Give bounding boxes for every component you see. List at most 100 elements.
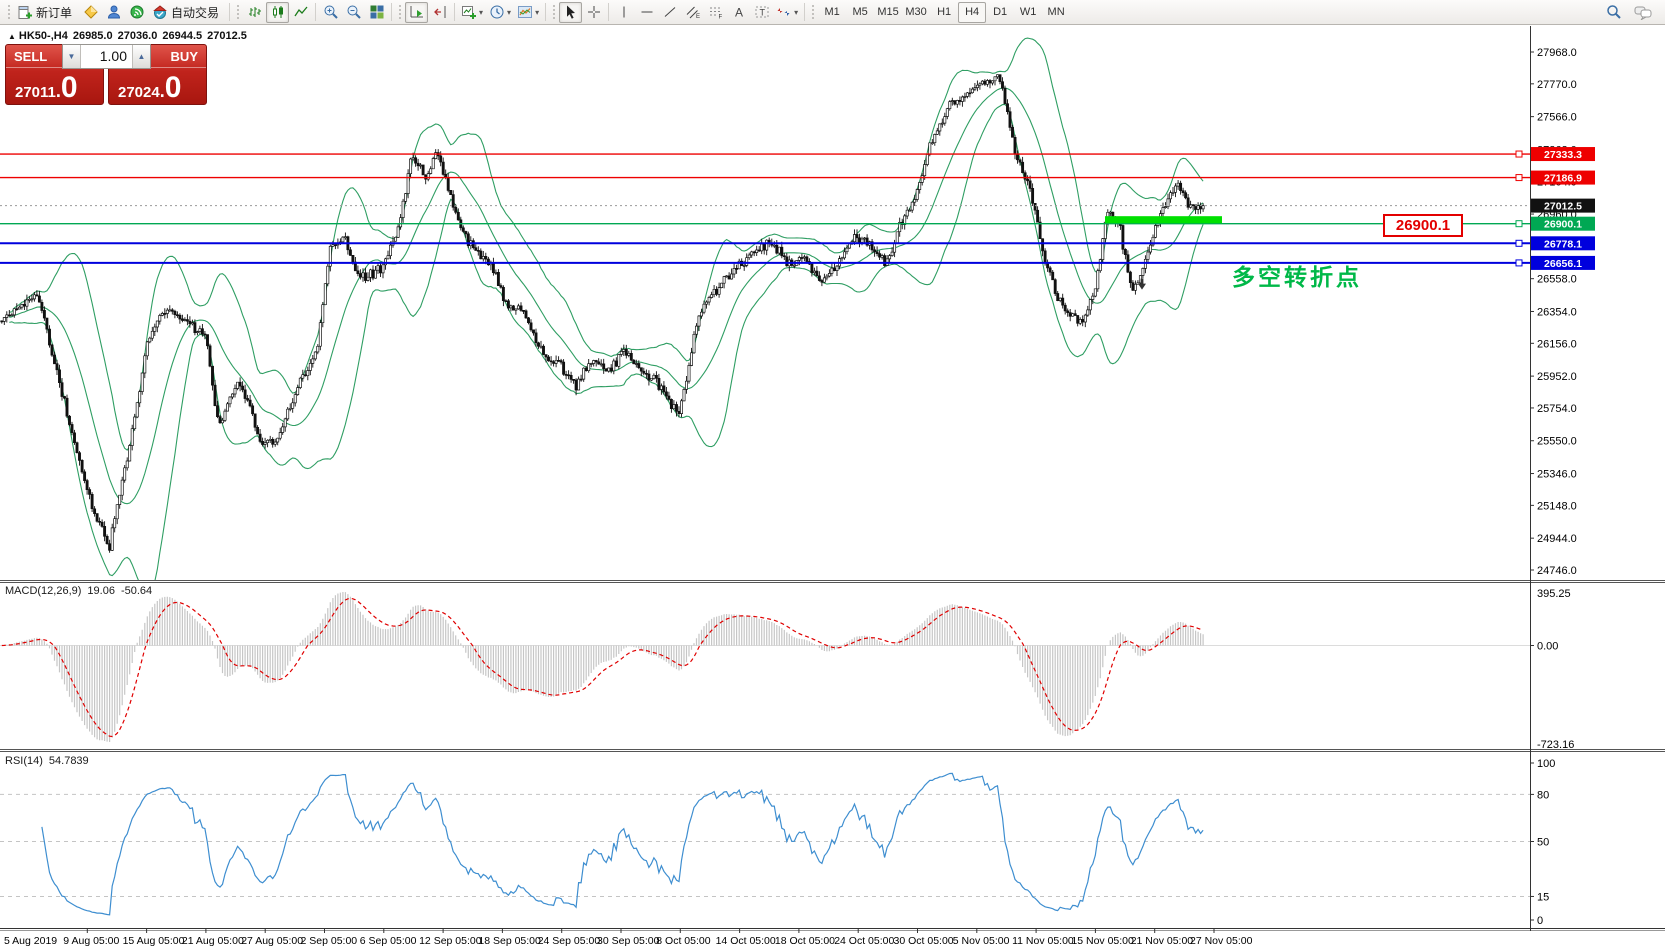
signals-icon bbox=[130, 5, 144, 19]
svg-text:24 Oct 05:00: 24 Oct 05:00 bbox=[834, 935, 894, 947]
candlestick-chart-button[interactable] bbox=[266, 1, 290, 23]
community-button[interactable] bbox=[102, 2, 125, 23]
new-order-button[interactable]: 新订单 bbox=[14, 2, 79, 23]
svg-text:26900.1: 26900.1 bbox=[1544, 219, 1582, 231]
svg-text:21 Aug 05:00: 21 Aug 05:00 bbox=[182, 935, 244, 947]
cursor-button[interactable] bbox=[559, 1, 583, 23]
timeframe-group: M1 M5 M15 M30 H1 H4 D1 W1 MN bbox=[818, 1, 1070, 23]
channel-button[interactable]: E bbox=[681, 2, 704, 23]
volume-control: ▼ 1.00 ▲ bbox=[62, 44, 151, 69]
rsi-line bbox=[41, 772, 1204, 916]
templates-icon bbox=[518, 6, 533, 18]
period-button[interactable]: ▾ bbox=[486, 2, 514, 23]
rsi-value: 54.7839 bbox=[48, 755, 89, 767]
svg-text:-723.16: -723.16 bbox=[1537, 739, 1574, 751]
text-button[interactable]: A bbox=[727, 2, 750, 23]
timeframe-button-M1[interactable]: M1 bbox=[824, 6, 840, 18]
templates-button[interactable]: ▾ bbox=[514, 2, 542, 23]
svg-text:2 Sep 05:00: 2 Sep 05:00 bbox=[301, 935, 358, 947]
svg-text:24746.0: 24746.0 bbox=[1537, 565, 1577, 577]
zoom-in-button[interactable] bbox=[319, 2, 342, 23]
fibonacci-button[interactable]: F bbox=[704, 2, 727, 23]
mql-market-button[interactable] bbox=[79, 2, 102, 23]
svg-text:100: 100 bbox=[1537, 758, 1555, 770]
toolbar-drag-handle[interactable] bbox=[7, 4, 11, 20]
toolbar-drag-handle[interactable] bbox=[398, 4, 403, 20]
main-chart-pane[interactable] bbox=[0, 37, 1205, 594]
volume-decrease-button[interactable]: ▼ bbox=[63, 45, 81, 68]
zoom-out-button[interactable] bbox=[342, 2, 365, 23]
timeframe-button-H1[interactable]: H1 bbox=[937, 6, 952, 18]
volume-value[interactable]: 1.00 bbox=[99, 48, 127, 64]
one-click-trading-panel: SELL 27011.0 BUY 27024.0 ▼ 1.00 ▲ bbox=[5, 44, 207, 105]
search-button[interactable] bbox=[1602, 2, 1625, 23]
rsi-indicator-label: RSI(14) 54.7839 bbox=[5, 755, 95, 767]
toolbar-drag-handle[interactable] bbox=[236, 4, 241, 20]
svg-text:E: E bbox=[696, 14, 700, 20]
chat-button[interactable] bbox=[1631, 2, 1655, 23]
macd-signal-value: -50.64 bbox=[120, 585, 153, 597]
hline-anchor-marker[interactable] bbox=[1515, 259, 1523, 267]
macd-pane[interactable] bbox=[0, 592, 1530, 742]
timeframe-button-H4[interactable]: H4 bbox=[958, 1, 987, 23]
svg-text:0: 0 bbox=[1537, 915, 1543, 927]
auto-scroll-button[interactable] bbox=[405, 1, 429, 23]
svg-text:24944.0: 24944.0 bbox=[1537, 533, 1577, 545]
chart-shift-button[interactable] bbox=[428, 2, 451, 23]
auto-trading-button[interactable]: 自动交易 bbox=[148, 2, 226, 23]
svg-text:26778.1: 26778.1 bbox=[1544, 238, 1582, 250]
price-callout-label[interactable]: 26900.1 bbox=[1383, 214, 1463, 237]
text-label-icon: T bbox=[755, 6, 769, 18]
close-value: 27012.5 bbox=[207, 30, 247, 42]
trendline-button[interactable] bbox=[658, 2, 681, 23]
period-clock-icon bbox=[490, 5, 504, 19]
rsi-pane[interactable] bbox=[0, 772, 1530, 916]
trendline-icon bbox=[664, 7, 675, 17]
svg-text:21 Nov 05:00: 21 Nov 05:00 bbox=[1131, 935, 1194, 947]
chart-layers: 27968.027770.027566.027362.027164.026960… bbox=[0, 26, 1665, 947]
arrow-down-marker[interactable] bbox=[1138, 278, 1146, 290]
bar-chart-button[interactable] bbox=[243, 2, 266, 23]
hline-anchor-marker[interactable] bbox=[1515, 174, 1523, 182]
svg-text:T: T bbox=[759, 8, 765, 18]
toolbar-drag-handle[interactable] bbox=[552, 4, 557, 20]
svg-text:30 Oct 05:00: 30 Oct 05:00 bbox=[894, 935, 954, 947]
hline-anchor-marker[interactable] bbox=[1515, 150, 1523, 158]
chart-shift-icon bbox=[433, 6, 446, 18]
timeframe-button-D1[interactable]: D1 bbox=[993, 6, 1008, 18]
timeframe-button-M5[interactable]: M5 bbox=[852, 6, 868, 18]
fibonacci-icon: F bbox=[709, 7, 722, 20]
buy-button[interactable]: BUY 27024.0 bbox=[108, 44, 207, 105]
auto-scroll-icon bbox=[410, 6, 423, 18]
timeframe-button-W1[interactable]: W1 bbox=[1019, 6, 1037, 18]
crosshair-button[interactable] bbox=[582, 2, 605, 23]
tile-windows-icon bbox=[370, 5, 384, 19]
chart-canvas[interactable]: 27968.027770.027566.027362.027164.026960… bbox=[0, 25, 1665, 950]
hline-anchor-marker[interactable] bbox=[1515, 239, 1523, 247]
price-axis[interactable]: 27968.027770.027566.027362.027164.026960… bbox=[1530, 26, 1595, 931]
svg-text:25952.0: 25952.0 bbox=[1537, 371, 1577, 383]
signals-button[interactable] bbox=[125, 2, 148, 23]
timeframe-button-MN[interactable]: MN bbox=[1047, 6, 1065, 18]
main-toolbar: 新订单 自动交易 ▾ bbox=[0, 0, 1665, 25]
hline-anchor-marker[interactable] bbox=[1515, 220, 1523, 228]
auto-trading-label: 自动交易 bbox=[171, 5, 220, 20]
svg-text:5 Nov 05:00: 5 Nov 05:00 bbox=[953, 935, 1010, 947]
horizontal-line-button[interactable] bbox=[635, 2, 658, 23]
timeframe-button-M30[interactable]: M30 bbox=[905, 6, 927, 18]
new-chart-button[interactable]: ▾ bbox=[458, 2, 486, 23]
high-value: 27036.0 bbox=[117, 30, 158, 42]
tile-windows-button[interactable] bbox=[365, 2, 388, 23]
timeframe-button-M15[interactable]: M15 bbox=[877, 6, 899, 18]
chart-objects-layer[interactable] bbox=[0, 150, 1530, 290]
line-chart-button[interactable] bbox=[289, 2, 312, 23]
volume-increase-button[interactable]: ▲ bbox=[132, 45, 150, 68]
turning-point-annotation[interactable]: 多空转折点 bbox=[1232, 264, 1362, 290]
arrow-objects-button[interactable]: ▾ bbox=[773, 2, 801, 23]
line-chart-icon bbox=[293, 6, 308, 17]
toolbar-drag-handle[interactable] bbox=[811, 4, 816, 20]
vertical-line-button[interactable] bbox=[612, 2, 635, 23]
highlight-trendline-object[interactable] bbox=[1105, 216, 1222, 224]
text-label-button[interactable]: T bbox=[750, 2, 773, 23]
